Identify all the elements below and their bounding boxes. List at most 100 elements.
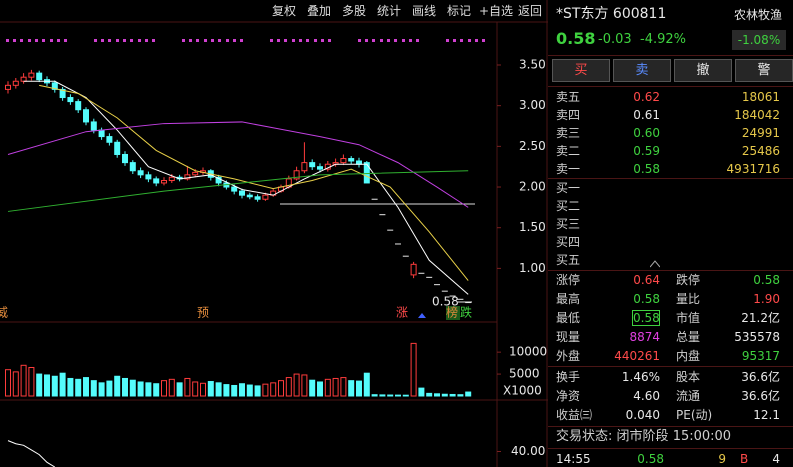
candle-body [340, 158, 347, 164]
annotation: 威 [0, 306, 8, 320]
stats-value: 0.58 [753, 273, 780, 287]
ask-label: 卖二 [556, 144, 581, 158]
moving-average [39, 84, 469, 281]
volume-bar [90, 380, 97, 397]
y-tick-label: 2.00 [519, 180, 546, 194]
time: 15:00:00 [672, 429, 732, 444]
marker [418, 313, 426, 318]
volume-bar [309, 379, 316, 397]
volume-bar [176, 382, 183, 397]
ask-volume: 4931716 [726, 162, 780, 176]
tool[interactable]: 统计 [377, 4, 402, 18]
marker-dot [402, 39, 405, 42]
volume-tick-label: 5000 [509, 367, 540, 381]
marker-dot [284, 39, 287, 42]
volume-bar [20, 364, 27, 397]
volume-bar [59, 372, 66, 397]
tick-side: B [740, 452, 749, 466]
marker-dot [196, 39, 199, 42]
candle-body [114, 141, 121, 155]
volume-bar [36, 373, 43, 397]
moving-average [23, 80, 469, 295]
tool[interactable]: 多股 [342, 4, 367, 18]
marker-dot [270, 39, 273, 42]
candle-body [12, 80, 19, 86]
volume-bar [207, 381, 214, 397]
marker-dot [116, 39, 119, 42]
change: -0.03 [598, 32, 632, 47]
stats2-label: 换手 [556, 370, 581, 384]
tool[interactable]: +自选 [479, 4, 514, 18]
volume-bar [161, 380, 167, 397]
bid-label: 买三 [556, 217, 581, 231]
volume-bar [465, 391, 472, 397]
candle-body [67, 97, 74, 103]
candle-body [363, 162, 370, 184]
stats2-value: 36.6亿 [741, 389, 780, 403]
sector[interactable]: 农林牧渔 [733, 8, 782, 22]
stats-label: 总量 [676, 330, 701, 344]
annotation: 预 [197, 306, 209, 320]
cancel-button[interactable]: 撤 [674, 59, 732, 82]
candle-body [293, 170, 300, 180]
tool[interactable]: 画线 [412, 4, 437, 18]
stats2-label: 收益㈢ [556, 408, 593, 422]
marker-dot [446, 39, 449, 42]
y-tick-label: 1.50 [519, 220, 546, 234]
marker-dot [416, 39, 419, 42]
marker-dot [233, 39, 236, 42]
marker-dot [321, 39, 324, 42]
candle-body [348, 158, 355, 162]
marker-dot [42, 39, 45, 42]
volume-bar [44, 374, 50, 397]
stats2-label: PE(动) [676, 408, 713, 422]
candle-body [75, 101, 82, 111]
candle-body [129, 162, 136, 172]
volume-bar [278, 380, 284, 397]
marker-dot [482, 39, 485, 42]
bid-label: 买四 [556, 235, 581, 249]
buy-button[interactable]: 买 [552, 59, 610, 82]
stats-value: 95317 [741, 349, 780, 363]
volume-bar [75, 378, 82, 397]
volume-unit: X1000 [503, 384, 542, 398]
alert-button[interactable]: 警 [735, 59, 793, 82]
candle-body [301, 162, 308, 172]
ask-volume: 18061 [741, 90, 780, 104]
volume-bar [184, 377, 191, 397]
stats-label: 市值 [676, 311, 701, 325]
badge [446, 306, 460, 320]
sell-button[interactable]: 卖 [613, 59, 671, 82]
candle-body [317, 166, 323, 170]
marker-dot [468, 39, 471, 42]
tool[interactable]: 叠加 [307, 4, 332, 18]
stats-label: 跌停 [676, 273, 701, 287]
ask-price: 0.60 [633, 126, 660, 140]
marker-dot [130, 39, 133, 42]
stats2-value: 36.6亿 [741, 370, 780, 384]
marker-dot [204, 39, 207, 42]
candle-body [90, 121, 97, 131]
tool[interactable]: 标记 [447, 4, 472, 18]
tool[interactable]: 复权 [272, 4, 297, 18]
candle-body [36, 72, 43, 81]
volume-bar [332, 377, 339, 397]
volume-bar [254, 385, 261, 397]
volume-bar [5, 369, 11, 397]
volume-bar [457, 394, 464, 397]
expand-arrow[interactable] [650, 260, 660, 268]
volume-bar [324, 378, 331, 397]
stats-label: 现量 [556, 330, 581, 344]
volume-bar [129, 379, 136, 397]
marker-dot [6, 39, 9, 42]
ask-price: 0.59 [633, 144, 660, 158]
marker-dot [306, 39, 309, 42]
marker-dot [218, 39, 221, 42]
marker-dot [409, 39, 412, 42]
marker-dot [138, 39, 141, 42]
tool[interactable]: 返回 [518, 4, 543, 18]
ask-volume: 25486 [741, 144, 780, 158]
volume-tick-label: 10000 [509, 345, 547, 359]
volume-bar [122, 377, 128, 397]
candle-body [28, 72, 35, 78]
